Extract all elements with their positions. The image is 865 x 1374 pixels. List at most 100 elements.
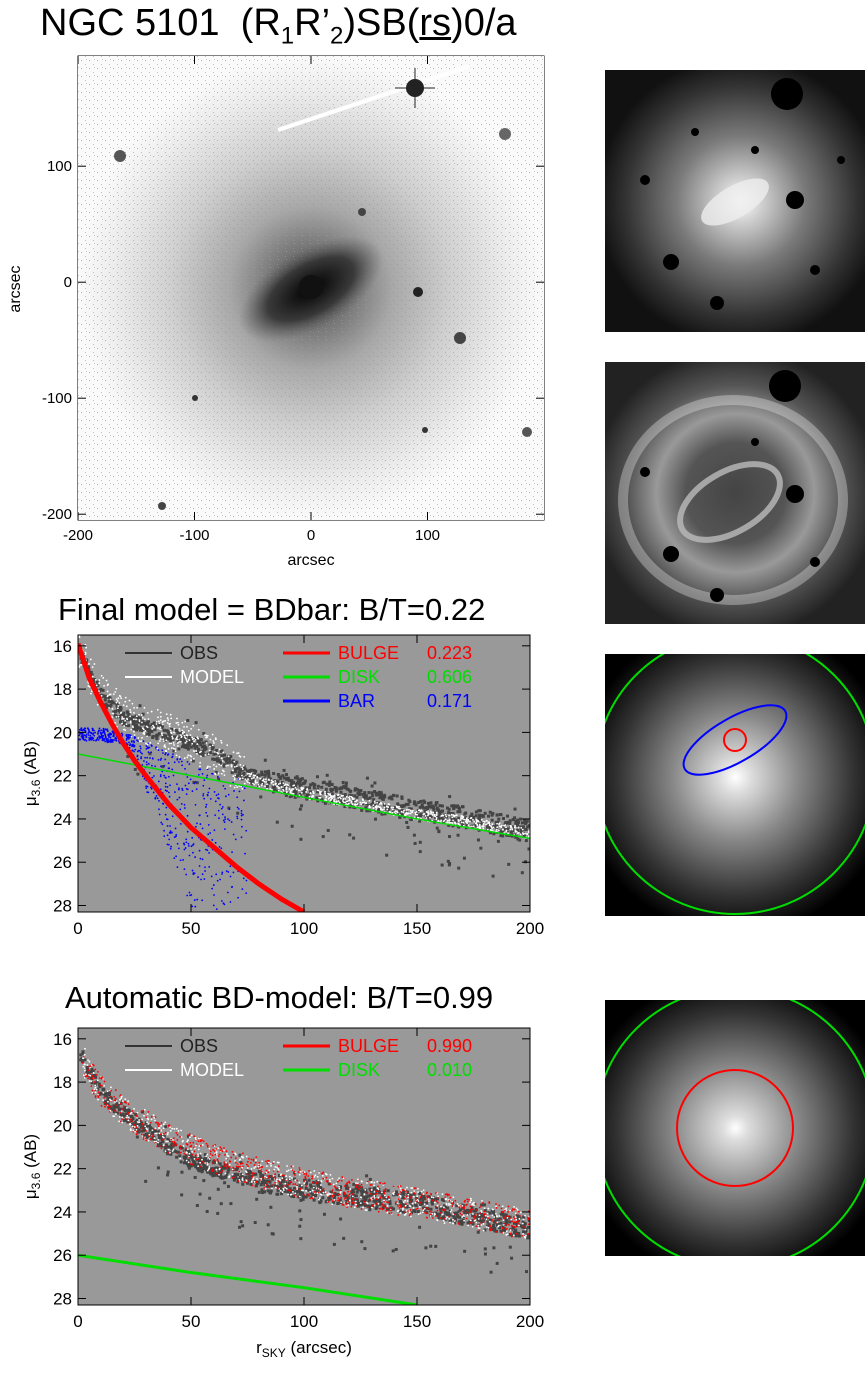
obs-point: [100, 1092, 104, 1096]
bulge-point: [516, 1208, 519, 1211]
obs-point: [145, 1124, 149, 1128]
obs-point: [202, 732, 206, 736]
star: [454, 332, 466, 344]
bulge-point: [107, 1105, 110, 1107]
obs-point: [378, 791, 382, 795]
bulge-point: [370, 1192, 372, 1195]
obs-point: [156, 733, 160, 737]
obs-point: [152, 1137, 156, 1141]
obs-point: [303, 1178, 307, 1182]
bulge-point: [436, 1197, 439, 1199]
model-point: [330, 799, 332, 801]
bar-point: [161, 823, 164, 826]
bulge-point: [272, 1161, 275, 1163]
obs-point: [505, 1219, 509, 1223]
bulge-point: [191, 1150, 194, 1153]
model-point: [517, 826, 520, 829]
galaxy-y-label: arcsec: [7, 265, 24, 312]
obs-point: [416, 815, 420, 819]
bulge-point: [142, 1109, 145, 1112]
obs-point: [196, 1158, 200, 1162]
obs-point: [426, 816, 430, 820]
x-tick-label: 0: [307, 527, 315, 544]
bulge-point: [469, 1208, 471, 1211]
bar-point: [179, 859, 182, 862]
model-point: [178, 741, 181, 743]
bar-point: [217, 793, 220, 796]
bulge-point: [360, 1183, 363, 1186]
obs-point: [312, 786, 316, 790]
bulge-point: [440, 1205, 442, 1208]
bulge-point: [481, 1201, 484, 1204]
bulge-point: [132, 1112, 135, 1114]
model-point: [249, 775, 251, 778]
obs-point: [295, 775, 299, 779]
obs-point: [166, 737, 170, 741]
model-point: [491, 823, 494, 826]
bar-point: [176, 842, 179, 845]
model-point: [383, 806, 386, 809]
bar-point: [198, 865, 201, 867]
bar-point: [143, 760, 145, 762]
bulge-point: [227, 1165, 230, 1168]
model-point: [324, 794, 327, 797]
obs-point: [205, 1159, 209, 1163]
bulge-point: [163, 1123, 165, 1126]
obs-point: [371, 794, 375, 798]
obs-point: [263, 773, 267, 777]
obs-point: [327, 1198, 331, 1202]
obs-point: [299, 784, 303, 788]
obs-point: [492, 1223, 496, 1227]
obs-point: [219, 1175, 223, 1179]
bar-point: [151, 757, 154, 760]
bulge-point: [423, 1203, 426, 1206]
bulge-point: [121, 1118, 123, 1120]
model-point: [116, 707, 119, 710]
obs-point: [516, 1216, 520, 1220]
bar-point: [128, 741, 130, 744]
obs-point: [128, 1110, 132, 1114]
obs-point: [335, 1187, 339, 1191]
model-point: [285, 786, 288, 789]
obs-point: [219, 1172, 223, 1176]
bulge-point: [151, 1135, 154, 1138]
model-point: [308, 795, 311, 798]
obs-point: [434, 1211, 438, 1215]
bulge-point: [199, 1161, 202, 1164]
obs-point: [442, 1198, 446, 1202]
bulge-point: [140, 1111, 143, 1113]
model-point: [396, 811, 399, 814]
bar-point: [169, 830, 172, 833]
model-point: [192, 758, 195, 760]
y-tick-label: 20: [53, 723, 72, 742]
bulge-point: [175, 1127, 178, 1130]
model-point: [156, 747, 159, 750]
bar-point: [167, 762, 170, 764]
bulge-point: [264, 1188, 267, 1190]
bar-point: [110, 741, 112, 744]
obs-point: [487, 814, 491, 818]
model-point: [147, 718, 150, 720]
model-point: [206, 767, 209, 770]
model-point: [169, 729, 172, 732]
bulge-point: [436, 1201, 439, 1204]
model-point: [429, 816, 431, 819]
obs-point: [247, 1172, 251, 1176]
bulge-point: [88, 1060, 91, 1063]
bulge-point: [282, 1185, 285, 1187]
obs-point: [168, 1139, 172, 1143]
model-point: [123, 725, 126, 727]
obs-point: [202, 1166, 206, 1170]
obs-point: [305, 797, 309, 801]
obs-point: [201, 753, 205, 757]
model-point: [462, 816, 465, 818]
bulge-point: [209, 1150, 212, 1153]
bulge-point: [281, 1191, 284, 1194]
model-point: [167, 747, 170, 750]
obs-point: [201, 750, 205, 754]
model-point: [350, 800, 353, 803]
bulge-point: [377, 1196, 380, 1199]
bulge-point: [226, 1167, 229, 1170]
obs-point: [170, 727, 174, 731]
obs-point: [213, 1173, 217, 1177]
